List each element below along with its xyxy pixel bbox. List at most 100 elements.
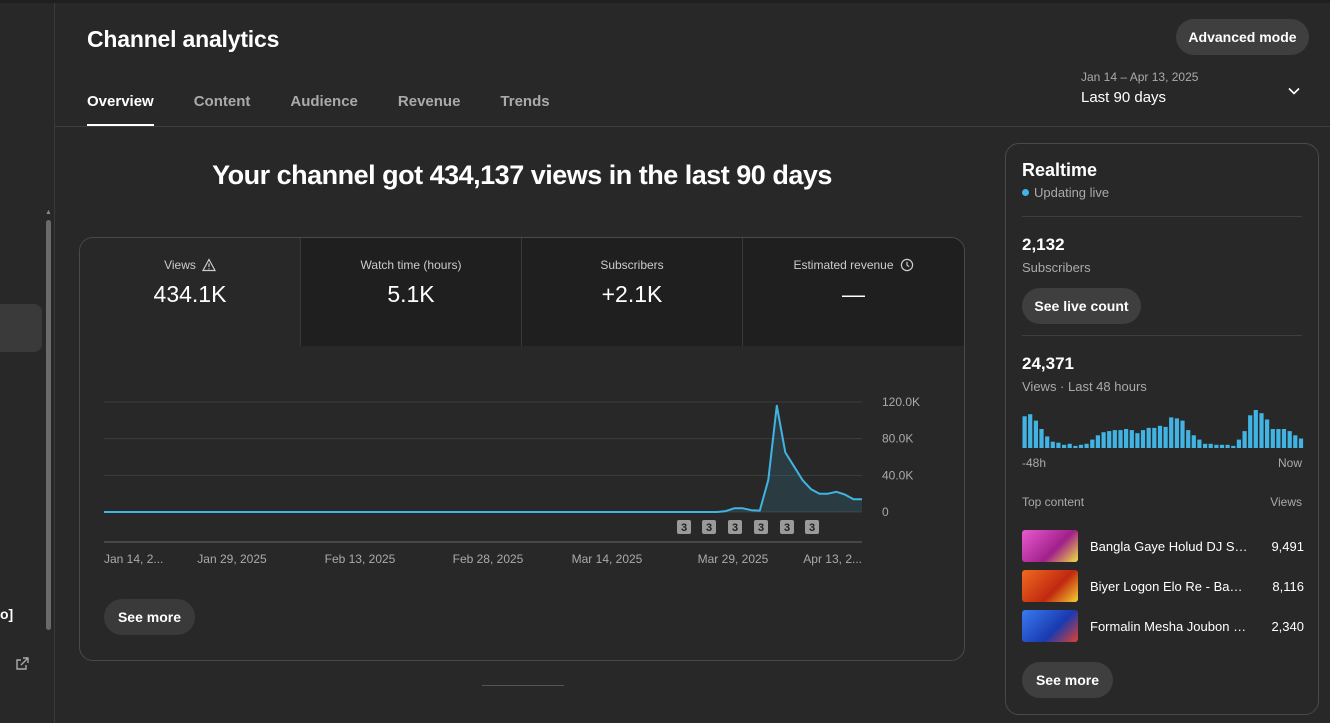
realtime-bar xyxy=(1112,430,1117,448)
realtime-title: Realtime xyxy=(1022,160,1098,180)
realtime-bar xyxy=(1073,445,1078,448)
metric-value: 434.1K xyxy=(153,281,227,307)
realtime-bar xyxy=(1135,433,1140,448)
realtime-bar xyxy=(1180,420,1185,448)
realtime-bar xyxy=(1090,439,1095,448)
tab-overview[interactable]: Overview xyxy=(87,80,154,126)
realtime-bar xyxy=(1253,410,1258,448)
realtime-see-more-button[interactable]: See more xyxy=(1022,662,1113,698)
advanced-mode-button[interactable]: Advanced mode xyxy=(1176,19,1309,55)
realtime-bar xyxy=(1157,425,1163,448)
video-publish-marker[interactable]: 3 xyxy=(677,520,691,534)
tab-revenue[interactable]: Revenue xyxy=(397,93,461,110)
realtime-bar xyxy=(1276,429,1281,448)
metric-watch-time[interactable]: Watch time (hours) 5.1K xyxy=(301,238,522,346)
realtime-bar xyxy=(1270,429,1275,448)
views-chart[interactable]: 0 40.0K 80.0K 120.0K 3 3 3 3 3 3 Jan 14, 2... Jan 2… xyxy=(80,346,964,586)
realtime-bar xyxy=(1050,441,1055,448)
realtime-bar xyxy=(1124,429,1129,448)
y-tick-label: 80.0K xyxy=(882,432,913,446)
video-title: Biyer Logon Elo Re - Bangla ... xyxy=(1090,578,1248,594)
video-thumbnail xyxy=(1022,530,1078,562)
metric-views[interactable]: Views 434.1K xyxy=(80,238,301,346)
date-range-picker[interactable]: Jan 14 – Apr 13, 2025 Last 90 days xyxy=(1081,70,1306,114)
date-period-label: Last 90 days xyxy=(1081,89,1167,106)
video-thumbnail xyxy=(1022,570,1078,602)
realtime-bar-chart[interactable] xyxy=(1022,406,1304,448)
tab-audience[interactable]: Audience xyxy=(290,93,358,110)
top-content-item[interactable]: Formalin Mesha Joubon | ... 2,340 xyxy=(1022,610,1304,642)
realtime-bar xyxy=(1191,435,1196,448)
sidebar-scrollbar[interactable]: ▲ xyxy=(45,209,52,635)
views-headline: Your channel got 434,137 views in the la… xyxy=(212,160,832,190)
external-link-icon[interactable] xyxy=(14,656,30,672)
realtime-bar xyxy=(1203,443,1208,448)
metric-label-wrap: Estimated revenue xyxy=(793,258,913,272)
realtime-bar xyxy=(1067,443,1072,448)
y-tick-label: 120.0K xyxy=(882,395,920,409)
y-tick-label: 0 xyxy=(882,505,889,519)
y-tick-label: 40.0K xyxy=(882,468,913,482)
realtime-bar xyxy=(1062,444,1067,448)
see-more-button[interactable]: See more xyxy=(104,599,195,635)
realtime-bar xyxy=(1197,439,1202,448)
realtime-bar xyxy=(1118,430,1123,448)
video-publish-marker[interactable]: 3 xyxy=(754,520,768,534)
sidebar-item-analytics[interactable] xyxy=(0,304,42,352)
realtime-bar xyxy=(1214,444,1219,448)
sidebar-scroll-thumb[interactable] xyxy=(46,220,51,630)
realtime-bar xyxy=(1056,442,1061,448)
realtime-bar xyxy=(1045,436,1050,448)
metric-label: Estimated revenue xyxy=(793,258,894,272)
realtime-bar xyxy=(1146,427,1151,448)
video-publish-marker[interactable]: 3 xyxy=(702,520,716,534)
video-title: Formalin Mesha Joubon | ... xyxy=(1090,618,1248,634)
header-divider xyxy=(55,126,1330,127)
svg-text:3: 3 xyxy=(758,522,764,534)
realtime-bar xyxy=(1107,431,1112,448)
warning-icon[interactable] xyxy=(201,258,216,272)
svg-text:3: 3 xyxy=(732,522,738,534)
svg-text:3: 3 xyxy=(681,522,687,534)
top-content-item[interactable]: Bangla Gaye Holud DJ Song | ... 9,491 xyxy=(1022,530,1304,562)
realtime-bar xyxy=(1163,426,1168,448)
realtime-bar xyxy=(1095,435,1100,448)
realtime-bar xyxy=(1231,445,1236,448)
realtime-bar xyxy=(1078,444,1084,448)
x-tick-label: Jan 14, 2... xyxy=(104,552,163,566)
svg-text:3: 3 xyxy=(706,522,712,534)
realtime-views-count: 24,371 xyxy=(1022,354,1074,373)
metric-label-wrap: Views xyxy=(164,258,216,272)
video-publish-marker[interactable]: 3 xyxy=(780,520,794,534)
realtime-bar xyxy=(1265,419,1270,448)
realtime-bar xyxy=(1039,429,1044,448)
realtime-bar xyxy=(1287,431,1292,448)
scroll-up-arrow-icon[interactable]: ▲ xyxy=(45,209,52,216)
video-publish-marker[interactable]: 3 xyxy=(805,520,819,534)
tab-trends[interactable]: Trends xyxy=(500,93,550,110)
realtime-bar xyxy=(1281,429,1287,448)
metric-estimated-revenue[interactable]: Estimated revenue — xyxy=(743,238,964,346)
realtime-bar xyxy=(1169,417,1174,448)
top-content-item[interactable]: Biyer Logon Elo Re - Bangla ... 8,116 xyxy=(1022,570,1304,602)
pager-indicator xyxy=(482,685,564,686)
realtime-bar xyxy=(1259,413,1264,448)
x-tick-label: Mar 14, 2025 xyxy=(572,552,643,566)
tab-content[interactable]: Content xyxy=(193,93,251,110)
see-live-count-button[interactable]: See live count xyxy=(1022,288,1141,324)
clock-icon[interactable] xyxy=(900,258,914,272)
subscriber-count: 2,132 xyxy=(1022,235,1065,254)
realtime-bar xyxy=(1242,431,1247,448)
x-tick-label: Apr 13, 2... xyxy=(803,552,862,566)
sidebar-clipped-label: o] xyxy=(0,606,14,622)
video-publish-marker[interactable]: 3 xyxy=(728,520,742,534)
realtime-bar xyxy=(1236,439,1241,448)
metric-value: — xyxy=(842,281,865,307)
metric-tabs: Views 434.1K Watch time (hours) 5.1K Sub… xyxy=(80,238,964,346)
realtime-bar xyxy=(1248,415,1253,448)
video-thumbnail xyxy=(1022,610,1078,642)
metric-subscribers[interactable]: Subscribers +2.1K xyxy=(522,238,743,346)
video-views: 8,116 xyxy=(1272,578,1304,594)
page-title: Channel analytics xyxy=(87,26,280,52)
overview-card: Views 434.1K Watch time (hours) 5.1K Sub… xyxy=(79,237,965,661)
